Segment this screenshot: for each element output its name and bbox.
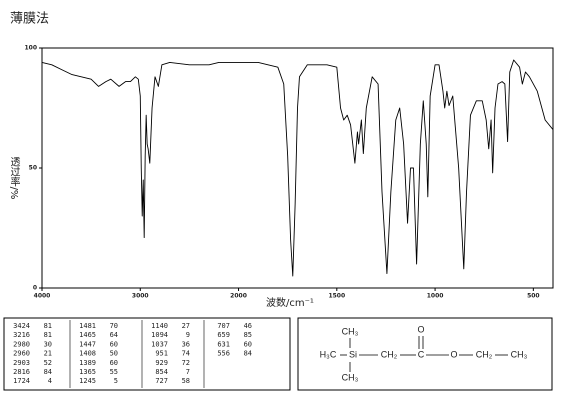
peak-wavenumber: 1365 (79, 368, 96, 376)
peak-wavenumber: 707 (217, 322, 230, 330)
peak-transmittance: 7 (186, 368, 190, 376)
peak-wavenumber: 2903 (13, 359, 30, 367)
atom: O (450, 349, 457, 359)
peak-transmittance: 36 (182, 340, 190, 348)
peak-wavenumber: 929 (155, 359, 168, 367)
peak-wavenumber: 1447 (79, 340, 96, 348)
y-tick-label: 100 (24, 45, 37, 52)
peak-transmittance: 9 (186, 331, 190, 339)
peak-transmittance: 60 (244, 340, 252, 348)
peak-transmittance: 60 (110, 340, 118, 348)
peak-wavenumber: 1465 (79, 331, 96, 339)
peak-transmittance: 52 (44, 359, 52, 367)
atom: CH₃ (342, 326, 359, 336)
peak-wavenumber: 1094 (151, 331, 168, 339)
structure: CH₃ H₃C Si CH₃ CH₂ O C O CH₂ CH₃ (320, 324, 528, 382)
peak-wavenumber: 727 (155, 377, 168, 385)
peak-wavenumber: 854 (155, 368, 168, 376)
bonds (340, 336, 508, 372)
peak-transmittance: 4 (48, 377, 52, 385)
peak-wavenumber: 631 (217, 340, 230, 348)
peak-wavenumber: 1037 (151, 340, 168, 348)
peak-transmittance: 84 (44, 368, 52, 376)
x-tick-label: 1500 (328, 293, 345, 300)
peak-transmittance: 84 (244, 350, 252, 358)
peak-transmittance: 30 (44, 340, 52, 348)
peak-transmittance: 60 (110, 359, 118, 367)
y-tick-label: 50 (29, 165, 37, 172)
peak-transmittance: 5 (114, 377, 118, 385)
peak-wavenumber: 1481 (79, 322, 96, 330)
plot-frame (41, 47, 554, 289)
peak-transmittance: 72 (182, 359, 190, 367)
peak-transmittance: 21 (44, 350, 52, 358)
y-tick-label: 0 (33, 285, 37, 292)
peak-wavenumber: 556 (217, 350, 230, 358)
peak-wavenumber: 1389 (79, 359, 96, 367)
peak-wavenumber: 1140 (151, 322, 168, 330)
peak-wavenumber: 3424 (13, 322, 30, 330)
atom: O (417, 324, 424, 334)
peak-wavenumber: 2816 (13, 368, 30, 376)
peak-transmittance: 85 (244, 331, 252, 339)
y-axis-label: 透过率/% (8, 156, 20, 199)
peak-wavenumber: 2960 (13, 350, 30, 358)
peak-wavenumber: 1724 (13, 377, 30, 385)
x-tick-label: 2000 (230, 293, 247, 300)
peak-transmittance: 46 (244, 322, 252, 330)
peak-wavenumber: 659 (217, 331, 230, 339)
atom: C (418, 349, 425, 359)
peak-transmittance: 81 (44, 322, 52, 330)
atom: CH₃ (342, 372, 359, 382)
atom: CH₂ (476, 349, 493, 359)
structure-box (297, 317, 553, 391)
atom: H₃C (320, 349, 337, 359)
atom: CH₃ (511, 349, 528, 359)
peak-transmittance: 58 (182, 377, 190, 385)
peak-transmittance: 27 (182, 322, 190, 330)
peak-transmittance: 70 (110, 322, 118, 330)
x-tick-label: 4000 (34, 293, 51, 300)
peak-wavenumber: 2980 (13, 340, 30, 348)
peak-transmittance: 64 (110, 331, 118, 339)
atom: CH₂ (381, 349, 398, 359)
peak-transmittance: 50 (110, 350, 118, 358)
peak-wavenumber: 951 (155, 350, 168, 358)
peak-transmittance: 55 (110, 368, 118, 376)
peak-wavenumber: 1408 (79, 350, 96, 358)
peak-wavenumber: 3216 (13, 331, 30, 339)
x-axis-label: 波数/cm⁻¹ (266, 296, 314, 309)
atom: Si (349, 349, 357, 359)
peak-transmittance: 81 (44, 331, 52, 339)
spectrum-line (41, 59, 554, 277)
x-tick-label: 500 (527, 293, 540, 300)
x-tick-label: 1000 (427, 293, 444, 300)
peak-transmittance: 74 (182, 350, 190, 358)
x-tick-label: 3000 (132, 293, 149, 300)
peak-table: 3424 81 3216 81 2980 30 2960 21 2903 52 2816 84 1724… (13, 320, 252, 388)
chart-title: 薄膜法 (10, 12, 49, 27)
peak-wavenumber: 1245 (79, 377, 96, 385)
peak-table-box (3, 317, 291, 391)
